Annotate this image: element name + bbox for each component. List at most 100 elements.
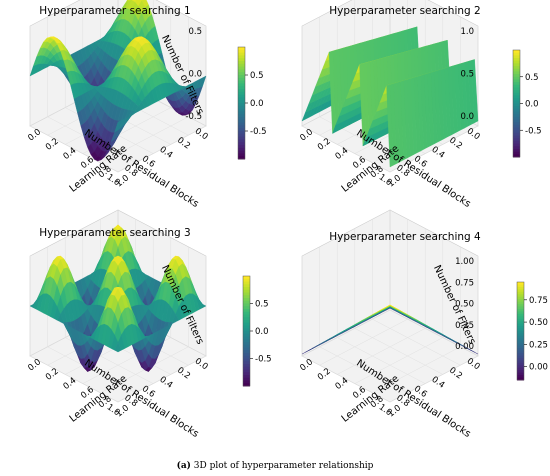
colorbar-segment bbox=[243, 377, 250, 381]
colorbar-segment bbox=[243, 350, 250, 354]
colorbar-segment bbox=[238, 97, 245, 101]
subplot-title: Hyperparameter searching 2 bbox=[329, 5, 480, 17]
subplot-title: Hyperparameter searching 1 bbox=[39, 5, 190, 17]
colorbar-segment bbox=[238, 94, 245, 98]
z-tick-label: -0.5 bbox=[185, 112, 202, 122]
colorbar-segment bbox=[517, 299, 524, 303]
colorbar-segment bbox=[238, 125, 245, 129]
colorbar-segment bbox=[517, 333, 524, 337]
colorbar-segment bbox=[513, 98, 520, 102]
surface bbox=[301, 26, 479, 168]
figure-caption: (a) 3D plot of hyperparameter relationsh… bbox=[177, 460, 374, 471]
colorbar-segment bbox=[513, 114, 520, 118]
colorbar-segment bbox=[238, 72, 245, 76]
colorbar-segment bbox=[513, 140, 520, 145]
colorbar-segment bbox=[238, 147, 245, 152]
colorbar-segment bbox=[513, 66, 520, 70]
colorbar-segment bbox=[243, 287, 250, 291]
colorbar-segment bbox=[513, 68, 520, 72]
subplot-2: Hyperparameter searching 20.00.20.40.60.… bbox=[298, 0, 542, 210]
colorbar-segment bbox=[513, 76, 520, 80]
colorbar-segment bbox=[243, 383, 250, 387]
colorbar-segment bbox=[517, 311, 524, 315]
colorbar-segment bbox=[238, 122, 245, 126]
colorbar-segment bbox=[517, 313, 524, 317]
colorbar-segment bbox=[517, 296, 524, 300]
colorbar-segment bbox=[238, 133, 245, 138]
gridline bbox=[337, 337, 426, 384]
surface-patch bbox=[114, 341, 122, 353]
colorbar-segment bbox=[517, 345, 524, 349]
colorbar-segment bbox=[517, 294, 524, 298]
colorbar-segment bbox=[517, 355, 524, 359]
colorbar-tick-label: 0.00 bbox=[529, 363, 548, 373]
colorbar-segment bbox=[243, 328, 250, 332]
colorbar-segment bbox=[517, 284, 524, 288]
colorbar-segment bbox=[513, 82, 520, 86]
colorbar-segment bbox=[238, 63, 245, 68]
gridline bbox=[100, 116, 189, 164]
colorbar-segment bbox=[238, 86, 245, 90]
colorbar-segment bbox=[513, 122, 520, 126]
colorbar-tick-label: -0.5 bbox=[250, 127, 267, 137]
colorbar-segment bbox=[238, 52, 245, 56]
colorbar-segment bbox=[513, 146, 520, 150]
colorbar-segment bbox=[243, 325, 250, 329]
colorbar-segment bbox=[238, 91, 245, 96]
gridline bbox=[372, 318, 461, 366]
subplot-4: Hyperparameter searching 40.00.20.40.60.… bbox=[298, 209, 548, 440]
colorbar-segment bbox=[243, 292, 250, 296]
colorbar-segment bbox=[513, 50, 520, 54]
z-tick-label: 0.5 bbox=[460, 70, 474, 80]
colorbar-segment bbox=[513, 60, 520, 64]
colorbar-segment bbox=[243, 372, 250, 376]
colorbar-segment bbox=[517, 340, 524, 344]
colorbar-tick-label: 0.75 bbox=[529, 296, 548, 306]
colorbar-segment bbox=[243, 344, 250, 348]
colorbar-segment bbox=[517, 328, 524, 332]
colorbar-segment bbox=[238, 119, 245, 124]
gridline bbox=[301, 309, 391, 357]
colorbar-segment bbox=[517, 372, 524, 376]
colorbar-segment bbox=[513, 84, 520, 88]
colorbar-segment bbox=[243, 317, 250, 321]
colorbar-segment bbox=[517, 304, 524, 307]
subplot-title: Hyperparameter searching 3 bbox=[39, 227, 190, 239]
colorbar-segment bbox=[517, 291, 524, 295]
colorbar-segment bbox=[243, 342, 250, 346]
colorbar-segment bbox=[243, 309, 250, 313]
colorbar-segment bbox=[517, 289, 524, 293]
colorbar-segment bbox=[517, 375, 524, 379]
colorbar-segment bbox=[238, 114, 245, 118]
colorbar-segment bbox=[243, 276, 250, 280]
colorbar-segment bbox=[243, 339, 250, 343]
colorbar-segment bbox=[517, 377, 524, 381]
surface bbox=[301, 304, 479, 355]
colorbar-segment bbox=[513, 95, 520, 99]
colorbar-segment bbox=[243, 331, 250, 335]
colorbar-segment bbox=[513, 111, 520, 115]
gridline bbox=[372, 346, 461, 394]
colorbar-segment bbox=[238, 55, 245, 59]
gridline bbox=[389, 355, 479, 403]
colorbar-segment bbox=[517, 365, 524, 369]
colorbar-segment bbox=[243, 322, 250, 326]
colorbar-segment bbox=[243, 364, 250, 368]
colorbar-tick-label: 0.0 bbox=[255, 327, 269, 337]
colorbar-segment bbox=[243, 298, 250, 302]
colorbar-segment bbox=[238, 139, 245, 143]
colorbar-segment bbox=[513, 90, 520, 94]
colorbar-segment bbox=[513, 119, 520, 123]
colorbar-tick-label: 0.5 bbox=[250, 71, 264, 81]
colorbar-segment bbox=[243, 289, 250, 293]
colorbar-segment bbox=[517, 331, 524, 334]
colorbar-segment bbox=[238, 128, 245, 132]
gridline bbox=[389, 309, 479, 357]
colorbar-segment bbox=[517, 353, 524, 356]
colorbar-segment bbox=[517, 306, 524, 310]
colorbar-segment bbox=[243, 347, 250, 351]
colorbar-segment bbox=[238, 108, 245, 112]
z-tick-label: 0.0 bbox=[188, 70, 202, 80]
colorbar-segment bbox=[513, 79, 520, 83]
